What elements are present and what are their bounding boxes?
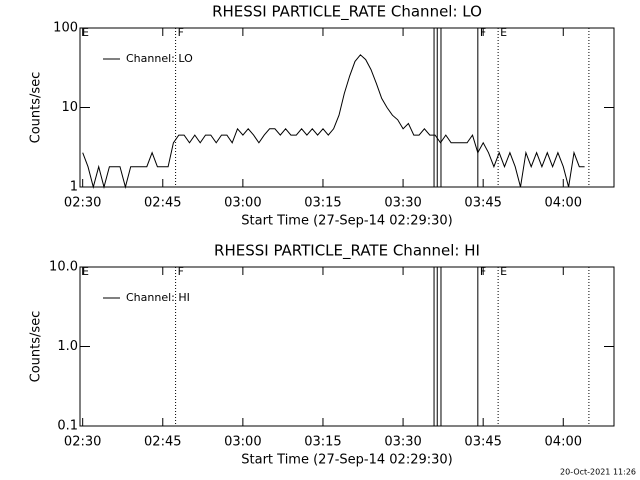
x-axis-label: Start Time (27-Sep-14 02:29:30) [241,214,452,229]
legend-label: Channel: HI [126,291,190,304]
y-axis-label: Counts/sec [29,72,44,144]
x-tick-label: 03:30 [384,196,421,211]
x-tick-label: 03:45 [464,435,501,450]
legend-label: Channel: LO [126,52,193,65]
x-tick-label: 03:30 [384,435,421,450]
x-tick-label: 03:45 [464,196,501,211]
y-tick-label: 0.1 [57,419,78,434]
marker-label: F [178,265,184,278]
x-tick-label: 03:15 [304,435,341,450]
x-tick-label: 03:00 [224,196,261,211]
chart-title: RHESSI PARTICLE_RATE Channel: HI [214,242,480,261]
x-tick-label: 02:30 [64,435,101,450]
y-tick-label: 10 [61,100,78,115]
y-axis-label: Counts/sec [29,311,44,383]
marker-label: E [82,26,89,39]
y-tick-label: 1.0 [57,339,78,354]
y-tick-label: 10.0 [49,260,78,275]
x-tick-label: 04:00 [545,196,582,211]
footer: 20-Oct-2021 11:26 [560,468,636,477]
x-tick-label: 02:45 [144,196,181,211]
marker-label: E [82,265,89,278]
marker-label: F [178,26,184,39]
marker-label: E [500,26,507,39]
marker-label: F [480,26,486,39]
x-tick-label: 02:30 [64,196,101,211]
marker-label: F [480,265,486,278]
y-tick-label: 100 [53,21,78,36]
x-tick-label: 02:45 [144,435,181,450]
marker-label: E [500,265,507,278]
chart-title: RHESSI PARTICLE_RATE Channel: LO [212,3,482,22]
x-axis-label: Start Time (27-Sep-14 02:29:30) [241,453,452,468]
x-tick-label: 04:00 [545,435,582,450]
data-line [82,54,585,189]
x-tick-label: 03:00 [224,435,261,450]
y-tick-label: 1 [70,180,78,195]
x-tick-label: 03:15 [304,196,341,211]
